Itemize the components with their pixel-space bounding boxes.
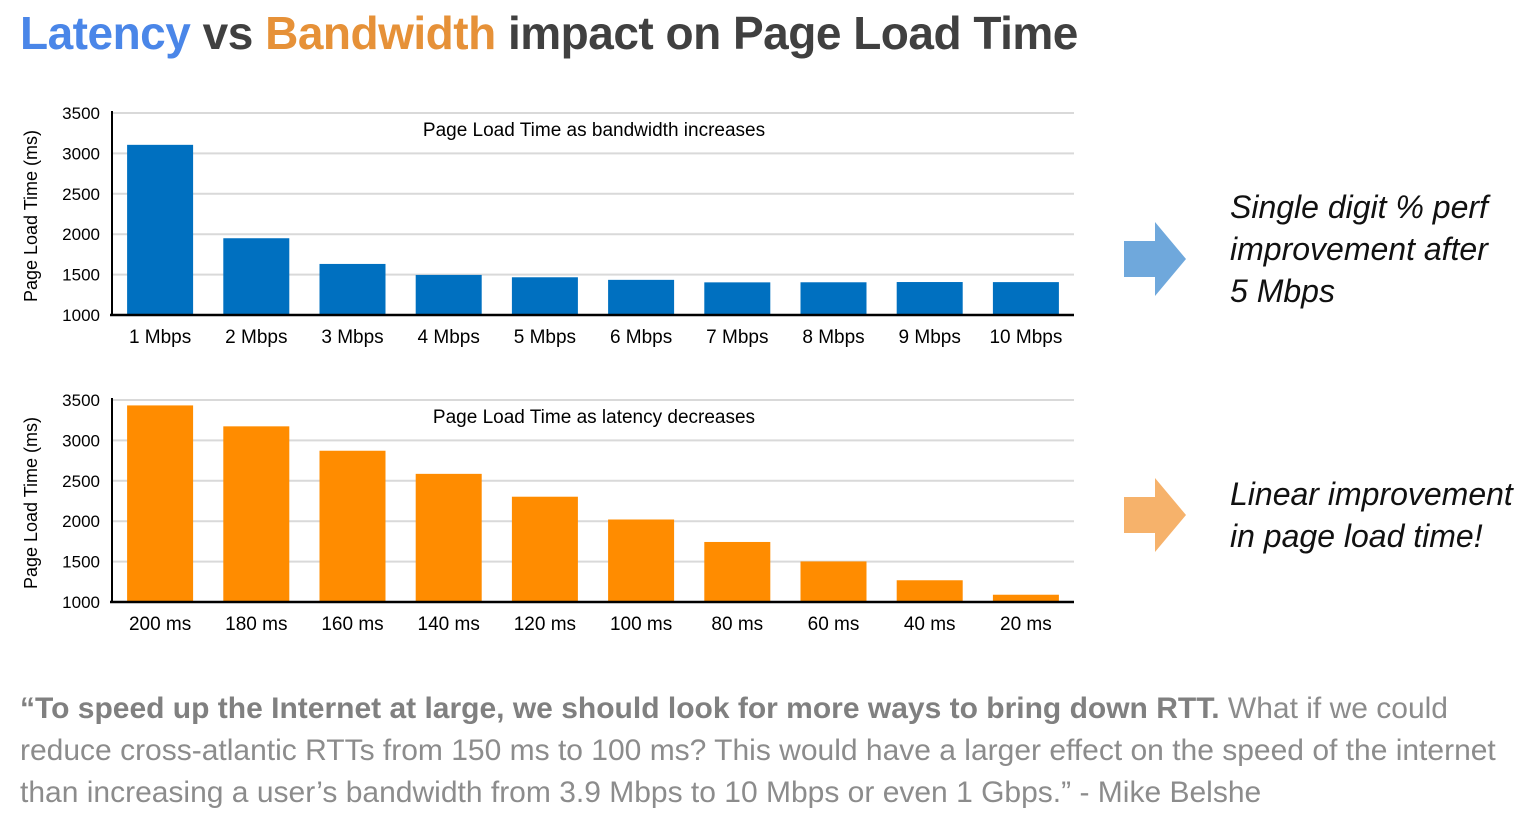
x-tick-label: 7 Mbps <box>706 327 768 348</box>
bar <box>896 580 963 602</box>
x-tick-label: 160 ms <box>321 614 383 635</box>
x-tick-label: 100 ms <box>610 614 672 635</box>
arrow-right-icon <box>1124 222 1186 296</box>
quote-text: “To speed up the Internet at large, we s… <box>20 688 1500 814</box>
bandwidth-note: Single digit % perf improvement after 5 … <box>1230 189 1488 309</box>
title-bandwidth-word: Bandwidth <box>265 7 496 59</box>
bar <box>319 450 386 602</box>
y-tick-label: 1500 <box>62 266 100 285</box>
y-tick-label: 3500 <box>62 391 100 410</box>
page-title: Latency vs Bandwidth impact on Page Load… <box>20 6 1078 60</box>
x-tick-label: 10 Mbps <box>989 327 1062 348</box>
x-tick-label: 4 Mbps <box>418 327 480 348</box>
x-tick-label: 20 ms <box>1000 614 1052 635</box>
x-tick-label: 8 Mbps <box>802 327 864 348</box>
x-tick-label: 200 ms <box>129 614 191 635</box>
bar <box>223 426 290 602</box>
x-tick-label: 80 ms <box>711 614 763 635</box>
bar <box>223 238 290 315</box>
y-tick-label: 2000 <box>62 225 100 244</box>
title-vs-word: vs <box>190 7 266 59</box>
title-rest: impact on Page Load Time <box>495 7 1078 59</box>
bar <box>608 279 675 315</box>
bar <box>704 541 771 602</box>
x-tick-label: 40 ms <box>904 614 956 635</box>
latency-note: Linear improvement in page load time! <box>1230 476 1513 554</box>
latency-bar-chart: 1000 1500 2000 2500 3000 3500 200 ms 180 ms 160 … <box>21 391 1074 635</box>
bar <box>127 405 194 602</box>
x-tick-label: 120 ms <box>514 614 576 635</box>
y-axis-label: Page Load Time (ms) <box>21 417 41 589</box>
y-tick-label: 1500 <box>62 553 100 572</box>
bandwidth-bar-chart: 1000 1500 2000 2500 3000 3500 1 Mbps 2 Mbps 3 Mb… <box>21 104 1074 348</box>
bar <box>608 519 675 602</box>
bar <box>800 561 867 602</box>
quote-rest: What if we could reduce cross-atlantic R… <box>20 692 1496 809</box>
quote-bold: “To speed up the Internet at large, we s… <box>20 692 1220 725</box>
x-tick-label: 5 Mbps <box>514 327 576 348</box>
y-tick-label: 3500 <box>62 104 100 123</box>
y-axis-label: Page Load Time (ms) <box>21 130 41 302</box>
bar <box>511 277 578 315</box>
y-tick-label: 2000 <box>62 512 100 531</box>
x-tick-label: 60 ms <box>808 614 860 635</box>
y-tick-label: 1000 <box>62 593 100 612</box>
x-tick-label: 1 Mbps <box>129 327 191 348</box>
bar <box>415 274 482 315</box>
bar <box>992 594 1059 602</box>
bar <box>415 473 482 602</box>
arrow-right-icon <box>1124 478 1186 552</box>
chart-title: Page Load Time as bandwidth increases <box>423 120 765 141</box>
title-latency-word: Latency <box>20 7 191 59</box>
bar <box>319 263 386 315</box>
bar <box>511 496 578 602</box>
chart-title: Page Load Time as latency decreases <box>433 407 755 428</box>
bar <box>704 282 771 315</box>
x-tick-label: 6 Mbps <box>610 327 672 348</box>
bar <box>127 144 194 315</box>
x-tick-label: 2 Mbps <box>225 327 287 348</box>
bar <box>896 282 963 315</box>
x-tick-label: 9 Mbps <box>899 327 961 348</box>
x-tick-label: 180 ms <box>225 614 287 635</box>
y-tick-label: 1000 <box>62 306 100 325</box>
y-tick-label: 3000 <box>62 144 100 163</box>
bar <box>992 282 1059 315</box>
y-tick-label: 3000 <box>62 431 100 450</box>
x-tick-label: 3 Mbps <box>321 327 383 348</box>
bar <box>800 282 867 315</box>
y-tick-label: 2500 <box>62 185 100 204</box>
x-tick-label: 140 ms <box>418 614 480 635</box>
y-tick-label: 2500 <box>62 472 100 491</box>
